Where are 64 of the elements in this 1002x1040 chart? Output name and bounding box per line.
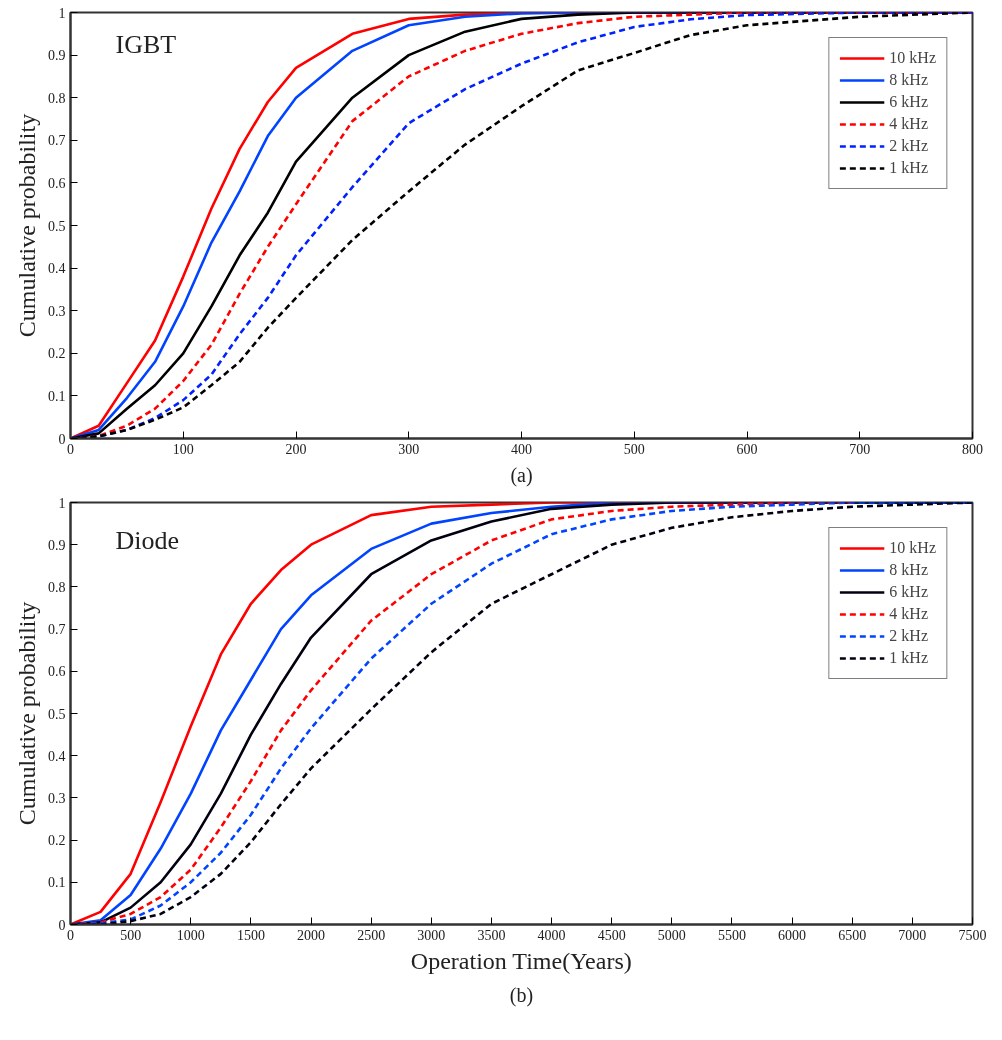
x-tick-label: 500 (120, 927, 142, 943)
y-tick-label: 0.5 (48, 218, 66, 234)
y-tick-label: 0.9 (48, 48, 66, 64)
y-tick-label: 0.4 (48, 748, 66, 764)
y-tick-label: 0.7 (48, 133, 66, 149)
x-tick-label: 100 (172, 441, 194, 457)
x-tick-label: 700 (849, 441, 871, 457)
x-tick-label: 200 (285, 441, 307, 457)
legend-label: 2 kHz (889, 137, 928, 155)
y-tick-label: 0.2 (48, 833, 66, 849)
x-tick-label: 3000 (417, 927, 446, 943)
legend-label: 8 kHz (889, 561, 928, 579)
y-axis-title: Cumulative probability (14, 113, 40, 338)
x-tick-label: 2500 (357, 927, 386, 943)
y-tick-label: 0.9 (48, 537, 66, 553)
legend-label: 6 kHz (889, 93, 928, 111)
y-tick-label: 0.3 (48, 790, 66, 806)
legend-label: 1 kHz (889, 159, 928, 177)
legend-label: 2 kHz (889, 627, 928, 645)
annotation: IGBT (115, 29, 177, 59)
annotation: Diode (115, 525, 180, 555)
y-tick-label: 1 (58, 495, 66, 511)
y-tick-label: 0 (58, 917, 66, 933)
y-tick-label: 0.8 (48, 579, 66, 595)
y-tick-label: 1 (58, 5, 66, 21)
x-tick-label: 4500 (597, 927, 626, 943)
y-tick-label: 0.6 (48, 175, 66, 191)
y-tick-label: 0.8 (48, 90, 66, 106)
x-tick-label: 500 (623, 441, 645, 457)
y-tick-label: 0.5 (48, 706, 66, 722)
x-tick-label: 6500 (838, 927, 867, 943)
y-axis-title: Cumulative probability (14, 601, 40, 826)
x-tick-label: 3500 (477, 927, 506, 943)
legend-label: 10 kHz (889, 539, 936, 557)
y-tick-label: 0.1 (48, 875, 66, 891)
legend-label: 4 kHz (889, 605, 928, 623)
y-tick-label: 0.2 (48, 346, 66, 362)
legend-label: 1 kHz (889, 649, 928, 667)
x-tick-label: 4000 (537, 927, 566, 943)
x-axis-title: Operation Time(Years) (410, 947, 632, 974)
x-tick-label: 5500 (717, 927, 746, 943)
x-tick-label: 2000 (297, 927, 326, 943)
x-tick-label: 300 (398, 441, 420, 457)
x-tick-label: 7000 (898, 927, 927, 943)
legend-label: 10 kHz (889, 49, 936, 67)
x-tick-label: 7500 (958, 927, 987, 943)
text: (a) (510, 463, 533, 487)
x-tick-label: 1500 (236, 927, 265, 943)
text: (b) (509, 983, 534, 1007)
y-tick-label: 0.6 (48, 664, 66, 680)
x-tick-label: 1000 (176, 927, 205, 943)
y-tick-label: 0.3 (48, 303, 66, 319)
x-tick-label: 600 (736, 441, 758, 457)
y-tick-label: 0.1 (48, 388, 66, 404)
y-tick-label: 0.7 (48, 622, 66, 638)
y-tick-label: 0.4 (48, 261, 66, 277)
legend-label: 8 kHz (889, 71, 928, 89)
legend-label: 6 kHz (889, 583, 928, 601)
x-tick-label: 5000 (657, 927, 686, 943)
x-tick-label: 6000 (778, 927, 807, 943)
legend-label: 4 kHz (889, 115, 928, 133)
x-tick-label: 800 (962, 441, 983, 457)
y-tick-label: 0 (58, 431, 66, 447)
x-tick-label: 400 (511, 441, 532, 457)
